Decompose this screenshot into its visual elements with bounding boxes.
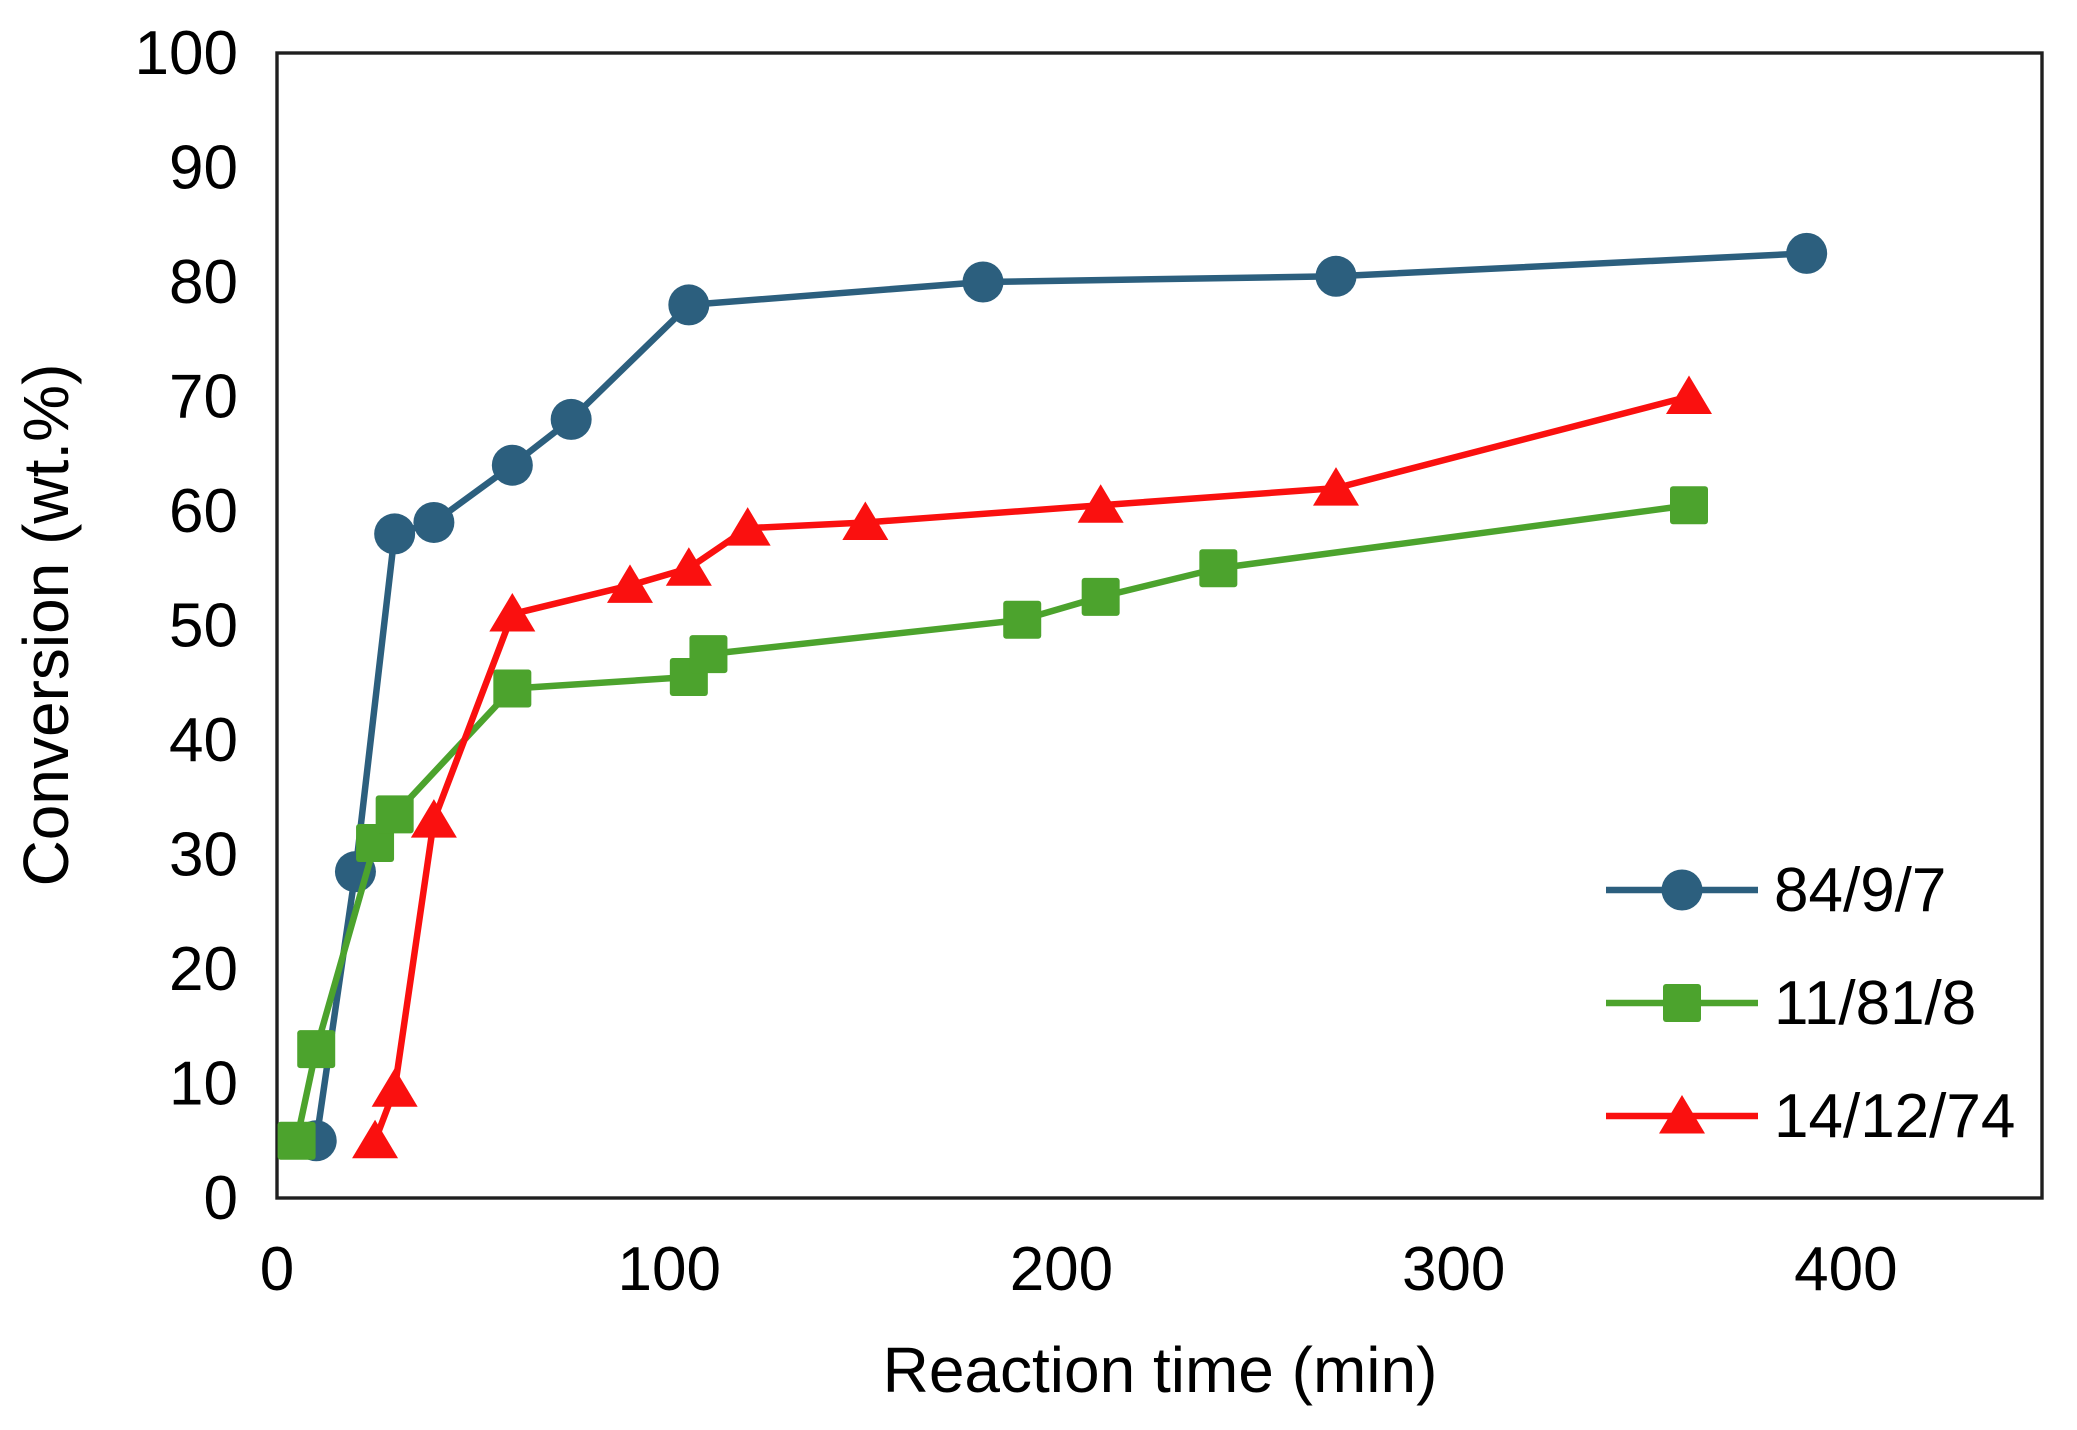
- series-11-81-8-marker: [1670, 486, 1708, 525]
- data-series-layer: [277, 232, 1828, 1162]
- legend-item-11-81-8-label: 11/81/8: [1774, 969, 1976, 1038]
- series-14-12-74-marker: [489, 593, 536, 632]
- series-14-12-74-marker: [724, 507, 771, 546]
- x-tick-label: 400: [1794, 1235, 1897, 1304]
- legend-item-11-81-8-marker: [1663, 984, 1701, 1022]
- y-tick-label: 10: [169, 1050, 238, 1119]
- series-11-81-8-marker: [1081, 577, 1120, 616]
- y-tick-label: 50: [169, 592, 238, 661]
- x-axis-tick-labels: 0 100 200 300 400: [260, 1235, 1898, 1304]
- y-tick-label: 80: [169, 248, 238, 317]
- series-11-81-8-marker: [277, 1121, 316, 1160]
- legend-item-84-9-7-label: 84/9/7: [1774, 856, 1946, 925]
- legend-item-84-9-7: 84/9/7: [1606, 856, 1946, 925]
- series-11-81-8-marker: [375, 795, 414, 834]
- plot-area: [275, 51, 2044, 1200]
- series-11-81-8-marker: [689, 635, 728, 674]
- series-11-81-8-marker: [297, 1030, 336, 1069]
- legend-item-11-81-8: 11/81/8: [1606, 969, 1976, 1038]
- series-11-81-8-marker: [356, 824, 395, 863]
- series-14-12-74-marker: [410, 799, 457, 838]
- y-tick-label: 30: [169, 821, 238, 890]
- x-tick-label: 100: [617, 1235, 720, 1304]
- y-tick-label: 40: [169, 706, 238, 775]
- y-tick-label: 0: [204, 1164, 238, 1233]
- x-tick-label: 0: [260, 1235, 294, 1304]
- series-84-9-7-marker: [491, 444, 533, 486]
- series-14-12-74-marker: [371, 1068, 418, 1107]
- legend-item-14-12-74-label: 14/12/74: [1774, 1082, 2015, 1151]
- series-14-12-74-marker: [1666, 375, 1712, 414]
- series-14-12-74-marker: [1077, 484, 1124, 523]
- legend-item-14-12-74: 14/12/74: [1606, 1082, 2015, 1151]
- series-14-12-74-marker: [352, 1119, 399, 1159]
- series-84-9-7-marker: [413, 501, 455, 543]
- series-11-81-8-marker: [1199, 549, 1238, 588]
- series-14-12-74-marker: [1313, 467, 1359, 506]
- legend: 84/9/7 11/81/8 14/12/74: [1606, 856, 2015, 1151]
- series-84-9-7-marker: [1786, 232, 1828, 274]
- x-axis-title: Reaction time (min): [883, 1334, 1438, 1406]
- series-14-12-74-marker: [665, 547, 712, 586]
- x-tick-label: 300: [1402, 1235, 1505, 1304]
- series-84-9-7-marker: [668, 284, 710, 326]
- y-tick-label: 60: [169, 477, 238, 546]
- series-11-81-8-marker: [493, 669, 532, 708]
- y-tick-label: 20: [169, 935, 238, 1004]
- series-11-81-8-marker: [1003, 600, 1042, 639]
- y-tick-label: 70: [169, 363, 238, 432]
- legend-item-14-12-74-marker: [1659, 1095, 1705, 1134]
- series-84-9-7-marker: [962, 261, 1004, 303]
- series-14-12-74-marker: [842, 501, 889, 540]
- series-84-9-7-marker: [374, 513, 416, 555]
- legend-item-84-9-7-marker: [1661, 869, 1703, 911]
- x-tick-label: 200: [1010, 1235, 1113, 1304]
- y-axis-title: Conversion (wt.%): [10, 364, 82, 887]
- series-84-9-7-marker: [1315, 255, 1357, 297]
- series-84-9-7-marker: [550, 398, 592, 440]
- series-14-12-74-marker: [607, 564, 653, 603]
- y-tick-label: 100: [135, 19, 238, 88]
- series-84-9-7-line: [312, 250, 1810, 1144]
- y-tick-label: 90: [169, 134, 238, 203]
- y-axis-tick-labels: 0 10 20 30 40 50 60 70 80 90 100: [135, 19, 238, 1233]
